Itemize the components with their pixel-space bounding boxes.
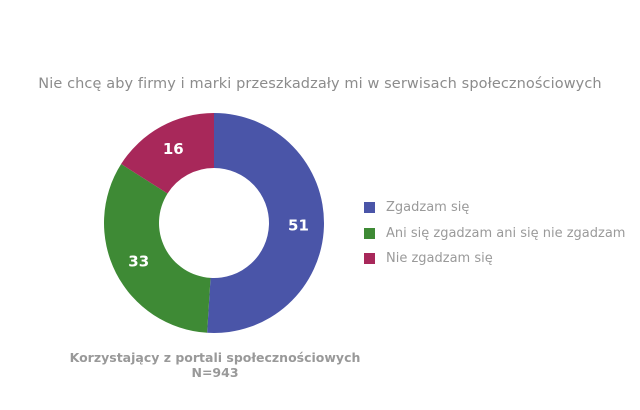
caption-sample-size: N=943	[191, 365, 239, 380]
chart-legend: Zgadzam się Ani się zgadzam ani się nie …	[364, 195, 625, 272]
legend-label-neutral: Ani się zgadzam ani się nie zgadzam	[386, 225, 626, 241]
legend-label-disagree: Nie zgadzam się	[386, 251, 493, 267]
data-label-agree: 51	[288, 217, 309, 235]
chart-caption: Korzystający z portali społecznościowych…	[40, 350, 390, 380]
chart-title: Nie chcę aby firmy i marki przeszkadzały…	[38, 76, 602, 92]
data-label-disagree: 16	[163, 140, 184, 158]
data-label-neutral: 33	[128, 252, 149, 270]
legend-swatch-neutral	[364, 227, 375, 239]
legend-swatch-agree	[364, 202, 375, 214]
legend-item-disagree[interactable]: Nie zgadzam się	[364, 246, 625, 272]
caption-population: Korzystający z portali społecznościowych	[69, 350, 361, 365]
donut-slice-agree[interactable]	[207, 113, 325, 334]
legend-item-agree[interactable]: Zgadzam się	[364, 195, 625, 221]
legend-label-agree: Zgadzam się	[386, 200, 470, 216]
donut-slice-disagree[interactable]	[121, 113, 214, 194]
legend-item-neutral[interactable]: Ani się zgadzam ani się nie zgadzam	[364, 221, 625, 247]
legend-swatch-disagree	[364, 253, 375, 265]
donut-slice-neutral[interactable]	[104, 164, 211, 333]
donut-data-labels: 51 33 16	[128, 140, 309, 270]
donut-slices	[104, 113, 325, 334]
